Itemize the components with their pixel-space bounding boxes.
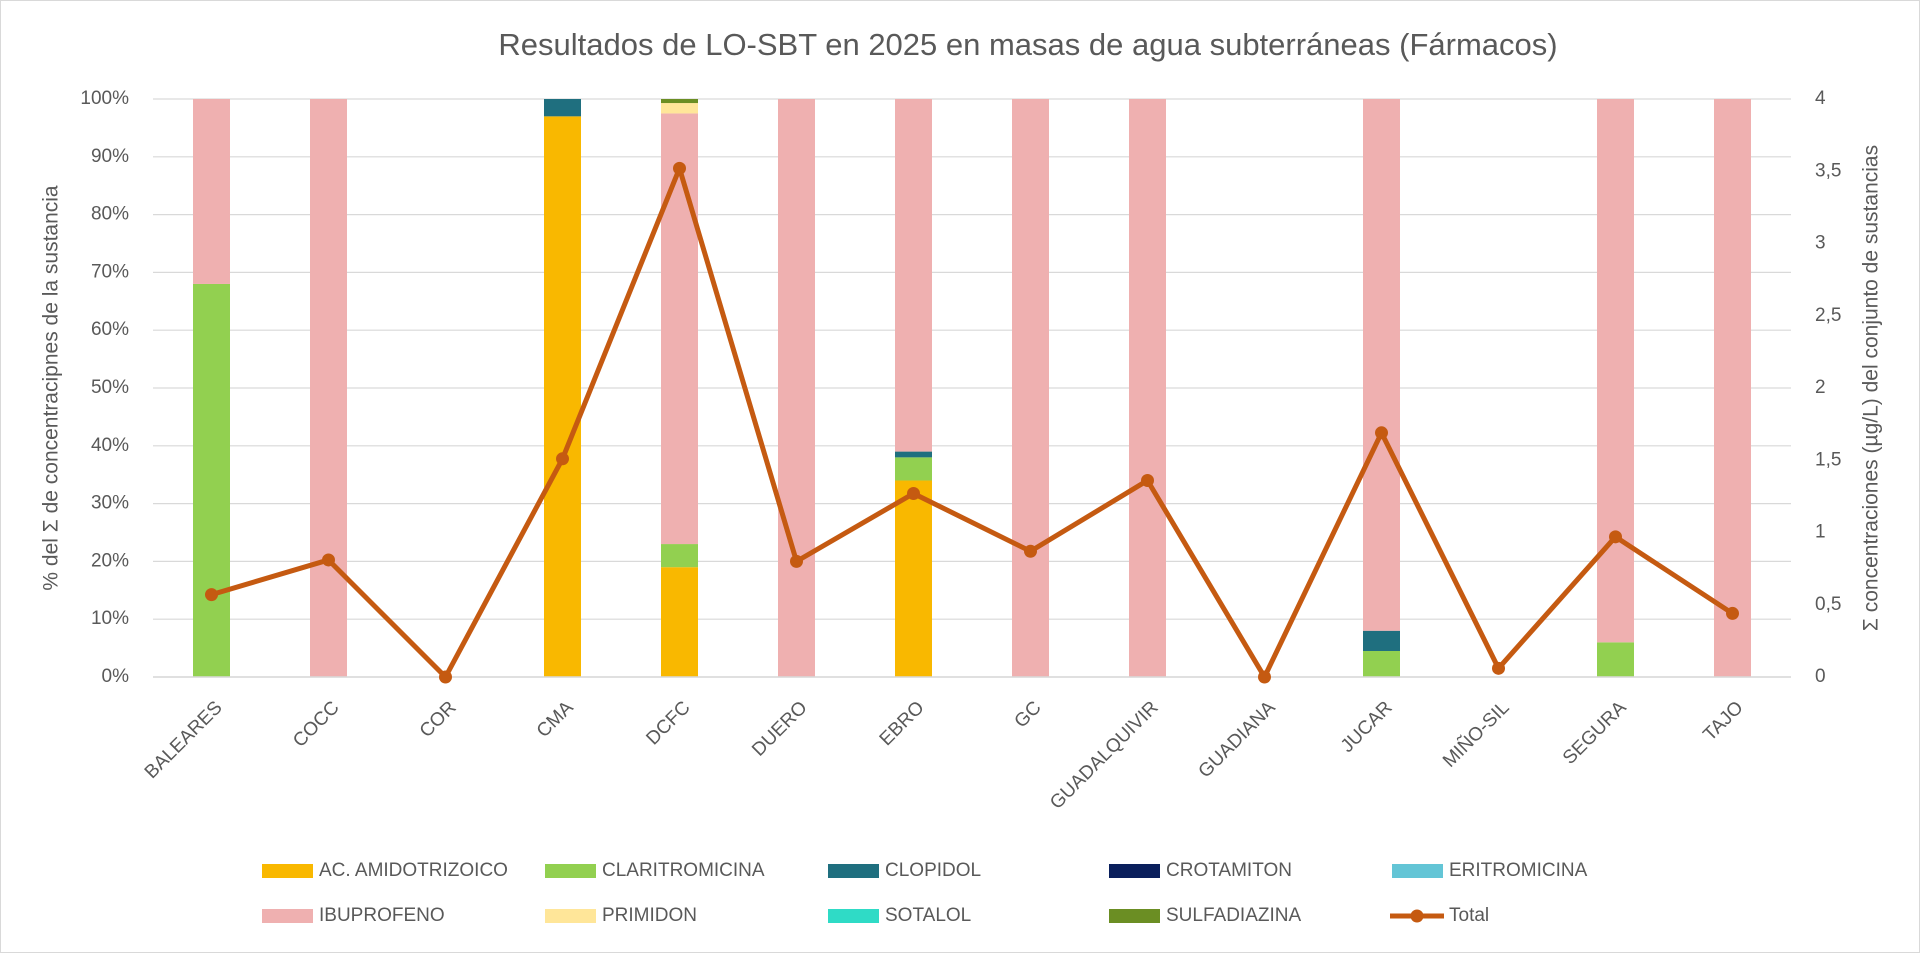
legend-swatch bbox=[828, 909, 879, 923]
y2-tick-label: 4 bbox=[1815, 88, 1826, 109]
bar-segment bbox=[661, 544, 698, 568]
y2-tick-label: 1 bbox=[1815, 522, 1826, 543]
bar-segment bbox=[1714, 99, 1751, 677]
legend-label: CLARITROMICINA bbox=[602, 860, 765, 881]
line-marker bbox=[907, 486, 920, 500]
line-marker bbox=[1492, 661, 1505, 675]
legend-label: CROTAMITON bbox=[1166, 860, 1292, 881]
legend-swatch bbox=[1109, 909, 1160, 923]
y-tick-label: 80% bbox=[91, 204, 129, 225]
y-tick-label: 50% bbox=[91, 377, 129, 398]
line-marker bbox=[1141, 473, 1154, 487]
legend-label: ERITROMICINA bbox=[1449, 860, 1588, 881]
bar-segment bbox=[193, 99, 230, 284]
y-tick-label: 20% bbox=[91, 550, 129, 571]
bar-segment bbox=[895, 457, 932, 481]
bar-segment bbox=[661, 113, 698, 545]
line-marker bbox=[1258, 670, 1271, 684]
y2-tick-label: 1,5 bbox=[1815, 449, 1841, 470]
line-marker bbox=[1726, 606, 1739, 620]
y-tick-label: 70% bbox=[91, 261, 129, 282]
y2-tick-label: 2,5 bbox=[1815, 305, 1841, 326]
bar-segment bbox=[1129, 99, 1166, 677]
y-tick-label: 10% bbox=[91, 608, 129, 629]
bar-segment bbox=[310, 99, 347, 677]
legend-label: SULFADIAZINA bbox=[1166, 905, 1301, 926]
y-tick-label: 30% bbox=[91, 493, 129, 514]
legend-label: AC. AMIDOTRIZOICO bbox=[319, 860, 508, 881]
bar-segment bbox=[193, 283, 230, 677]
line-marker bbox=[1375, 426, 1388, 440]
bar-segment bbox=[895, 451, 932, 458]
bar-segment bbox=[778, 99, 815, 677]
line-marker bbox=[205, 588, 218, 602]
legend-label: CLOPIDOL bbox=[885, 860, 981, 881]
bar-segment bbox=[1363, 650, 1400, 677]
y-tick-label: 90% bbox=[91, 146, 129, 167]
line-marker bbox=[790, 554, 803, 568]
y-tick-label: 40% bbox=[91, 435, 129, 456]
line-marker bbox=[556, 452, 569, 466]
chart-title: Resultados de LO-SBT en 2025 en masas de… bbox=[498, 27, 1557, 62]
y-tick-label: 0% bbox=[102, 666, 130, 687]
legend-swatch bbox=[1109, 864, 1160, 878]
legend-label: IBUPROFENO bbox=[319, 905, 445, 926]
line bbox=[210, 165, 1734, 680]
bar-segment bbox=[1363, 630, 1400, 651]
bar-segment bbox=[661, 99, 698, 104]
bar-segment bbox=[661, 103, 698, 114]
y-axis-title: % del Σ de concentracipnes de la sustanc… bbox=[40, 185, 63, 591]
y2-tick-label: 3 bbox=[1815, 233, 1826, 254]
line-marker bbox=[439, 670, 452, 684]
bar-segment bbox=[895, 480, 932, 677]
y2-tick-label: 0,5 bbox=[1815, 594, 1841, 615]
y2-axis-title: Σ concentraciones (µg/L) del conjunto de… bbox=[1860, 145, 1883, 631]
legend-swatch bbox=[545, 909, 596, 923]
bar-segment bbox=[661, 567, 698, 677]
legend-swatch bbox=[545, 864, 596, 878]
bar-segment bbox=[544, 116, 581, 678]
bar-segment bbox=[1597, 99, 1634, 643]
bar-segment bbox=[1012, 99, 1049, 677]
line-marker bbox=[1024, 544, 1037, 558]
line-marker bbox=[673, 161, 686, 175]
legend-swatch bbox=[1392, 864, 1443, 878]
y2-tick-label: 3,5 bbox=[1815, 160, 1841, 181]
legend-swatch bbox=[262, 909, 313, 923]
bar-segment bbox=[1597, 642, 1634, 677]
legend-label: SOTALOL bbox=[885, 905, 971, 926]
line-marker bbox=[1609, 530, 1622, 544]
bar-segment bbox=[544, 99, 581, 117]
legend-swatch bbox=[262, 864, 313, 878]
bar-segment bbox=[1363, 99, 1400, 631]
y-tick-label: 100% bbox=[80, 88, 129, 109]
y-tick-label: 60% bbox=[91, 319, 129, 340]
legend-swatch bbox=[828, 864, 879, 878]
legend-label: PRIMIDON bbox=[602, 905, 697, 926]
legend-label: Total bbox=[1449, 905, 1489, 926]
bar-segment bbox=[895, 99, 932, 452]
line-marker bbox=[322, 553, 335, 567]
legend-swatch bbox=[1410, 909, 1424, 923]
y2-tick-label: 0 bbox=[1815, 666, 1826, 687]
y2-tick-label: 2 bbox=[1815, 377, 1826, 398]
